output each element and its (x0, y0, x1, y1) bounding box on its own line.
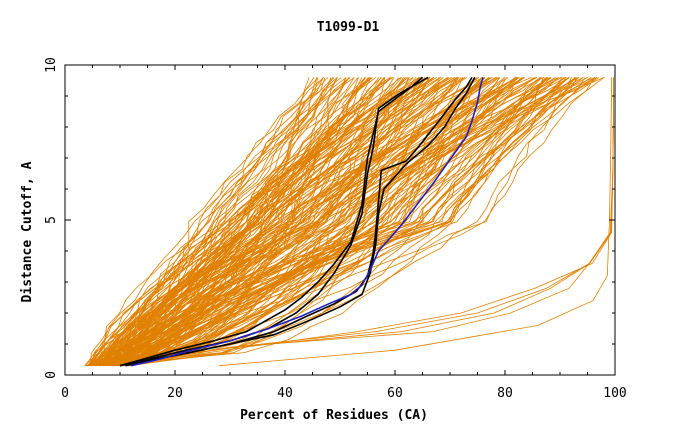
model-curve (109, 77, 391, 367)
y-tick-label: 5 (44, 216, 59, 224)
model-curve-tail (119, 77, 614, 367)
model-curve (112, 77, 486, 366)
x-axis-label: Percent of Residues (CA) (240, 408, 428, 423)
y-tick-label: 0 (44, 371, 59, 379)
model-curves (84, 77, 614, 367)
model-curve (102, 77, 596, 367)
x-tick-label: 0 (61, 386, 69, 401)
highlighted-curves (119, 76, 484, 367)
model-curve-tail (218, 77, 613, 367)
model-curve (94, 77, 520, 366)
model-curve (91, 77, 458, 366)
model-curve (91, 77, 570, 366)
model-curve (104, 77, 367, 366)
highlight-curve-4-black (119, 76, 424, 367)
model-curve (103, 77, 499, 366)
model-curve (128, 77, 480, 366)
model-curve (98, 77, 466, 366)
model-curve (122, 77, 596, 367)
model-curve (96, 77, 600, 367)
model-curve (111, 77, 547, 366)
model-curve (87, 77, 551, 366)
model-curve (102, 77, 449, 366)
model-curve (111, 77, 570, 367)
model-curve (95, 77, 569, 367)
model-curve (84, 77, 347, 366)
model-curve (91, 77, 605, 367)
model-curve (123, 77, 584, 366)
model-curve (116, 77, 338, 366)
model-curve (114, 77, 434, 366)
model-curve (112, 77, 592, 367)
model-curve (110, 77, 578, 367)
model-curve (127, 77, 577, 367)
model-curve (133, 77, 563, 366)
model-curve (88, 77, 580, 367)
model-curve (107, 77, 329, 366)
x-tick-label: 40 (277, 386, 293, 401)
model-curve (118, 77, 536, 367)
model-curve (103, 77, 586, 367)
model-curve (90, 77, 598, 367)
model-curve (99, 77, 413, 367)
model-curve (118, 77, 570, 366)
x-tick-label: 60 (387, 386, 403, 401)
model-curve (96, 77, 552, 366)
model-curve (92, 77, 525, 366)
chart-title: T1099-D1 (317, 20, 380, 35)
x-tick-label: 80 (497, 386, 513, 401)
x-tick-label: 100 (603, 386, 626, 401)
highlight-curve-3-black (125, 77, 476, 367)
model-curve (109, 77, 516, 367)
model-curve (102, 77, 576, 367)
highlight-curve-5-blue (130, 77, 484, 367)
model-curve (129, 77, 598, 367)
axis-ticks: 0 20 40 60 80 100 0 5 10 (44, 57, 627, 401)
model-curve (131, 77, 588, 367)
model-curve (116, 77, 605, 367)
y-tick-label: 10 (44, 57, 59, 73)
model-curve (88, 77, 342, 366)
y-axis-label: Distance Cutoff, A (20, 161, 35, 302)
model-curve (128, 77, 405, 367)
x-tick-label: 20 (167, 386, 183, 401)
model-curve (116, 77, 546, 367)
model-curve (98, 77, 596, 367)
model-curve (124, 77, 523, 367)
